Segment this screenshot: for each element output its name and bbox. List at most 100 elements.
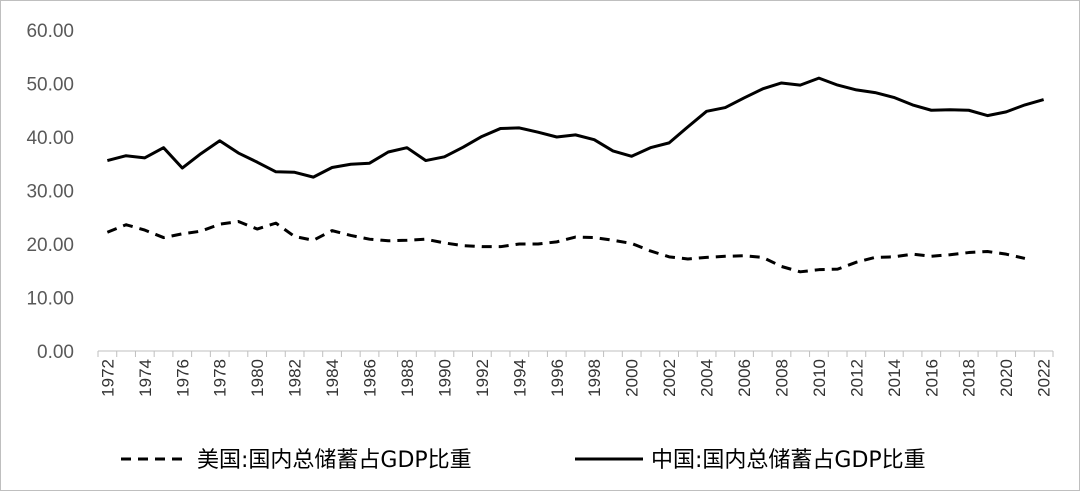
data-point [143,156,147,160]
x-tick-label: 2012 [847,359,866,397]
data-point [611,238,615,242]
y-tick-label: 20.00 [26,235,74,256]
data-point [817,268,821,272]
y-tick-label: 60.00 [26,21,74,42]
x-tick-label: 1976 [173,359,192,397]
data-point [705,255,709,259]
data-point [967,251,971,255]
legend-label-usa: 美国:国内总储蓄占GDP比重 [197,448,472,473]
data-point [761,87,765,91]
series-layer [105,76,1046,274]
data-point [779,81,783,85]
data-point [761,255,765,259]
legend: 美国:国内总储蓄占GDP比重 中国:国内总储蓄占GDP比重 [121,448,926,473]
data-point [162,146,166,150]
data-point [574,133,578,137]
data-point [162,236,166,240]
y-tick-label: 40.00 [26,128,74,149]
data-point [293,170,297,174]
data-point [499,126,503,130]
data-point [686,125,690,129]
data-point [723,106,727,110]
data-point [517,126,521,130]
y-tick-label: 30.00 [26,182,74,203]
data-point [180,232,184,236]
data-point [1042,98,1046,102]
data-point [555,135,559,139]
data-point [480,245,484,249]
data-point [854,88,858,92]
x-tick-label: 1994 [510,359,529,397]
x-tick-label: 1980 [248,359,267,397]
data-point [368,161,372,165]
data-point [386,239,390,243]
x-tick-label: 1986 [361,359,380,397]
x-tick-label: 1988 [398,359,417,397]
data-point [461,244,465,248]
data-point [873,255,877,259]
data-point [948,108,952,112]
x-tick-label: 1998 [585,359,604,397]
x-tick-label: 2010 [810,359,829,397]
data-point [686,257,690,261]
data-point [105,159,109,163]
x-tick-label: 1978 [211,359,230,397]
x-tick-label: 1996 [548,359,567,397]
series-line [106,76,1045,179]
data-point [854,260,858,264]
data-point [779,264,783,268]
data-point [199,229,203,233]
data-point [967,108,971,112]
data-point [499,245,503,249]
data-point [929,108,933,112]
data-point [255,160,259,164]
data-point [330,166,334,170]
data-point [630,154,634,158]
data-point [274,221,278,225]
data-point [442,155,446,159]
x-tick-label: 1974 [136,359,155,397]
data-point [705,109,709,113]
data-point [461,145,465,149]
data-point [798,83,802,87]
data-point [1004,110,1008,114]
data-point [442,241,446,245]
data-point [985,249,989,253]
data-point [180,166,184,170]
data-point [798,270,802,274]
data-point [349,233,353,237]
data-point [199,152,203,156]
data-point [1023,256,1027,260]
x-tick-label: 2020 [997,359,1016,397]
data-point [836,267,840,271]
data-point [929,254,933,258]
data-point [667,141,671,145]
data-point [480,134,484,138]
data-point [892,255,896,259]
data-point [424,237,428,241]
data-point [892,95,896,99]
data-point [911,252,915,256]
data-point [1004,252,1008,256]
x-tick-label: 2006 [735,359,754,397]
x-tick-label: 1982 [286,359,305,397]
data-point [124,154,128,158]
x-tick-label: 1992 [473,359,492,397]
x-axis-ticks: 1972 1974 1976 1978 1980 1982 1984 1986 1988 1990… [97,351,1054,397]
data-point [236,220,240,224]
data-point [592,236,596,240]
data-point [630,241,634,245]
data-point [218,139,222,143]
data-point [742,96,746,100]
x-tick-label: 2004 [698,359,717,397]
data-point [648,146,652,150]
data-point [667,255,671,259]
data-point [536,242,540,246]
x-tick-label: 1984 [323,359,342,397]
data-point [948,253,952,257]
data-point [536,130,540,134]
x-tick-label: 2000 [623,359,642,397]
data-point [648,249,652,253]
data-point [405,146,409,150]
